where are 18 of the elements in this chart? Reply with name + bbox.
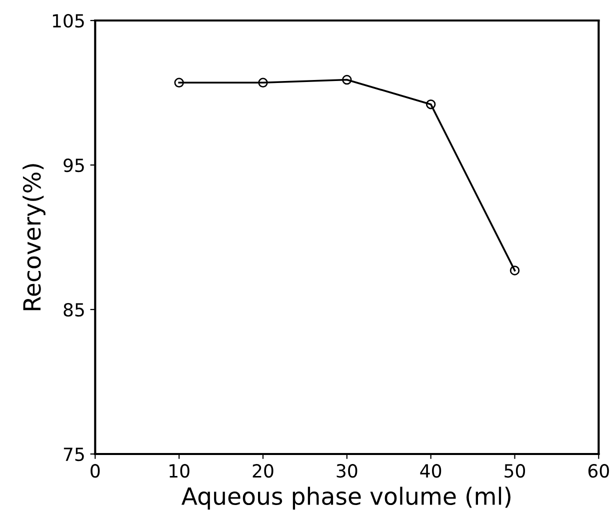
x-axis-title: Aqueous phase volume (ml) — [182, 486, 510, 510]
x-tick-label: 10 — [170, 464, 190, 478]
y-tick-label: 105 — [52, 14, 84, 28]
x-tick-label: 0 — [90, 464, 100, 478]
y-tick-label: 95 — [64, 158, 84, 172]
x-tick-label: 60 — [588, 464, 609, 478]
x-tick-label: 50 — [504, 464, 526, 478]
point — [426, 99, 436, 110]
point — [510, 266, 520, 276]
y-tick-label: 85 — [64, 302, 84, 317]
point — [174, 78, 184, 88]
x-tick-label: 30 — [336, 464, 358, 478]
x-tick-label: 40 — [420, 464, 442, 478]
x-tick-label: 20 — [252, 464, 274, 478]
y-tick-label: 75 — [64, 448, 84, 462]
point — [342, 74, 352, 85]
point — [258, 78, 268, 88]
y-axis-title: Recovery(%) — [22, 164, 46, 310]
